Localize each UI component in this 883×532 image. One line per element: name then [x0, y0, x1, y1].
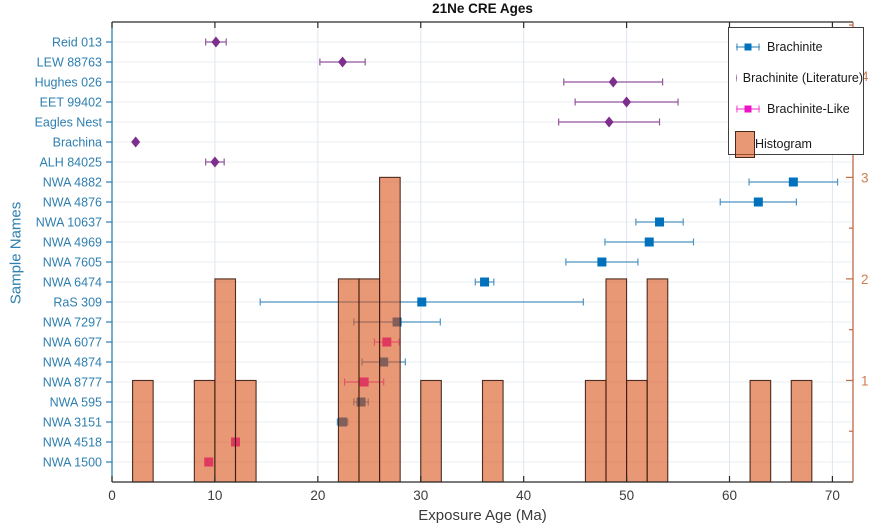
legend-label: Brachinite (Literature) — [742, 70, 863, 85]
errorbar-diamond-icon — [736, 74, 737, 81]
histogram-bar — [234, 379, 257, 483]
y-category-label: NWA 4876 — [43, 196, 102, 210]
y-category-label: NWA 595 — [50, 396, 102, 410]
legend-item-histogram: Histogram — [735, 130, 863, 158]
histogram-bar — [646, 278, 669, 483]
glyph-square — [744, 43, 752, 50]
y-category-label: Brachina — [53, 136, 102, 150]
y-category-label: NWA 8777 — [43, 376, 102, 390]
y-category-label: RaS 309 — [53, 296, 102, 310]
right-tick-label: 4 — [861, 69, 869, 84]
diamond-marker — [210, 156, 220, 168]
x-tick-label: 10 — [207, 488, 222, 503]
diamond-marker — [338, 56, 348, 68]
y-category-label: NWA 6474 — [43, 276, 102, 290]
histogram — [132, 176, 813, 483]
x-tick-label: 50 — [619, 488, 634, 503]
diamond-marker — [604, 116, 614, 128]
x-tick-label: 70 — [825, 488, 840, 503]
histogram-bar — [749, 379, 772, 483]
chart-title: 21Ne CRE Ages — [432, 1, 533, 16]
right-tick-label: 1 — [861, 373, 869, 388]
x-tick-label: 60 — [722, 488, 737, 503]
errorbar-square-icon — [736, 43, 760, 50]
sample-brachinite — [565, 257, 639, 267]
square-marker — [644, 237, 654, 247]
legend-item-literature: Brachinite (Literature) — [735, 70, 863, 85]
y-category-label: NWA 3151 — [43, 416, 102, 430]
sample-brachinite — [748, 177, 839, 187]
sample-brachinite — [604, 237, 695, 247]
histogram-bar — [420, 379, 442, 483]
errorbar-square-icon — [736, 105, 760, 112]
y-category-label: NWA 1500 — [43, 456, 102, 470]
x-tick-label: 0 — [108, 488, 116, 503]
histogram-bar — [790, 379, 813, 483]
legend-item-brachinite: Brachinite — [735, 39, 863, 54]
diamond-marker — [131, 136, 141, 148]
sample-brachinite — [719, 197, 797, 207]
y-category-label: NWA 7297 — [43, 316, 102, 330]
x-axis-label: Exposure Age (Ma) — [418, 507, 547, 524]
legend-item-brachinite-like: Brachinite-Like — [735, 101, 863, 116]
y-category-label: NWA 4969 — [43, 236, 102, 250]
legend: Brachinite Brachinite (Literature) Brach… — [728, 27, 864, 158]
right-tick-label: 3 — [861, 170, 869, 185]
histogram-swatch-icon — [735, 130, 755, 158]
legend-label: Brachinite — [767, 39, 823, 54]
diamond-marker — [622, 96, 632, 108]
y-category-label: Reid 013 — [52, 36, 102, 50]
sample-brachinite — [474, 277, 495, 287]
x-tick-label: 20 — [310, 488, 325, 503]
square-marker — [480, 277, 490, 287]
x-tick-label: 40 — [516, 488, 531, 503]
glyph-square — [744, 105, 752, 112]
y-category-label: NWA 4874 — [43, 356, 102, 370]
y-category-label: NWA 10637 — [36, 216, 102, 230]
y-category-label: Hughes 026 — [35, 76, 102, 90]
sample-literature — [131, 136, 141, 148]
histogram-bar — [358, 278, 381, 483]
histogram-bar — [481, 379, 504, 483]
sample-brachinite — [635, 217, 684, 227]
x-tick-label: 30 — [413, 488, 428, 503]
legend-label: Histogram — [755, 137, 812, 151]
y-category-label: EET 99402 — [40, 96, 102, 110]
sample-brachinite — [259, 297, 584, 307]
right-tick-label: 2 — [861, 272, 869, 287]
y-category-label: NWA 6077 — [43, 336, 102, 350]
y-category-label: ALH 84025 — [39, 156, 102, 170]
square-marker — [788, 177, 798, 187]
sample-literature — [205, 36, 227, 48]
histogram-bar — [214, 278, 237, 483]
sample-literature — [574, 96, 679, 108]
y-category-label: LEW 88763 — [37, 56, 102, 70]
histogram-bar — [132, 379, 154, 483]
square-marker — [597, 257, 607, 267]
histogram-bar — [626, 379, 648, 483]
y-category-label: NWA 7605 — [43, 256, 102, 270]
square-marker — [753, 197, 763, 207]
y-category-label: Eagles Nest — [35, 116, 103, 130]
sample-literature — [563, 76, 664, 88]
sample-literature — [205, 156, 225, 168]
y-axis-label: Sample Names — [7, 201, 25, 305]
square-marker — [655, 217, 665, 227]
square-marker — [417, 297, 427, 307]
histogram-bar — [193, 379, 216, 483]
histogram-bar — [584, 379, 607, 483]
legend-label: Brachinite-Like — [767, 101, 850, 116]
histogram-bar — [379, 176, 401, 483]
y-category-label: NWA 4882 — [43, 176, 102, 190]
sample-literature — [558, 116, 661, 128]
y-category-label: NWA 4518 — [43, 436, 102, 450]
histogram-bar — [337, 278, 360, 483]
diamond-marker — [211, 36, 221, 48]
diamond-marker — [608, 76, 618, 88]
sample-literature — [319, 56, 366, 68]
histogram-bar — [605, 278, 628, 483]
